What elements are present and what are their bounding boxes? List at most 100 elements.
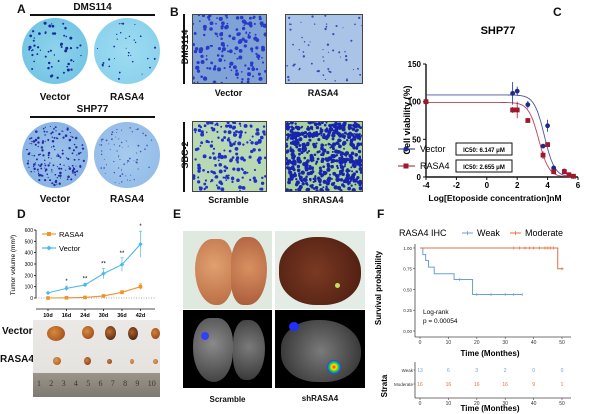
y-tick-label: 300 (25, 262, 34, 268)
legend-rasa4-marker (47, 232, 51, 236)
data-point (545, 123, 550, 129)
data-point (514, 88, 520, 94)
data-point (540, 152, 546, 158)
y-tick-label: 400 (25, 251, 34, 257)
panel-label-a: A (17, 2, 26, 16)
data-point (119, 262, 125, 267)
x-tick-label: 4 (545, 181, 550, 190)
lung-lobe (195, 239, 233, 305)
risk-table-ylabel: Strata (380, 374, 389, 397)
colony-dish-dms114-vector (22, 18, 88, 84)
panel-label-f: F (377, 207, 385, 221)
y-tick-label: 0.75 (403, 267, 412, 272)
p-value: p = 0.00054 (423, 318, 458, 325)
fit-curve-vector (426, 94, 575, 178)
y-tick-label: 500 (25, 239, 34, 245)
ic50-box-rasa4 (455, 159, 513, 173)
migration-image-dms114-vector (192, 14, 267, 84)
y-tick-label: 100 (408, 98, 422, 107)
ruler-number: 5 (86, 379, 91, 388)
y-tick-label: 100 (25, 285, 34, 291)
x-tick-label: 10d (43, 313, 52, 319)
x-tick-label: 30d (99, 313, 108, 319)
lung-photo-shrasa4 (275, 231, 365, 309)
risk-table-xlabel: Time (Monthes) (461, 404, 520, 413)
legend-vector-marker (403, 146, 409, 152)
x-tick-label: -4 (422, 181, 430, 190)
x-tick-label: 30 (502, 340, 508, 346)
legend: RASA4 IHC Weak Moderate (399, 228, 563, 238)
tumor (107, 359, 112, 364)
lung-lobe (233, 320, 265, 380)
chart-d-tumor-volume: Tumor volume (mm³) 0 100 200 300 400 500 600 10… (10, 224, 155, 319)
panel-label-d: D (17, 207, 26, 221)
image-label: Scramble (209, 395, 246, 404)
risk-count: 0 (561, 368, 564, 374)
y-tick-label: 0.00 (403, 329, 412, 334)
legend-title: RASA4 IHC (399, 228, 447, 238)
tumor (130, 359, 134, 364)
legend: RASA4 Vector (42, 230, 84, 253)
data-point (120, 290, 124, 295)
x-tick-label: 10 (446, 340, 452, 346)
tumor-photo: 1 2 3 4 5 6 7 8 9 10 (33, 320, 160, 397)
data-point (525, 118, 531, 123)
ic50-vector: IC50: 6.147 μM (463, 148, 505, 154)
chart-c-dose-response: SHP77 Cell viability (%) Log[Etoposide c… (398, 25, 581, 203)
series-line-vector (47, 243, 141, 294)
data-point (525, 102, 531, 108)
panel-label-b: B (170, 5, 179, 19)
y-tick-label: 0.25 (403, 308, 412, 313)
data-point (540, 143, 546, 149)
tumor (153, 359, 158, 364)
legend-vector-label: Vector (59, 244, 81, 253)
data-point (514, 107, 520, 113)
legend-moderate-label: Moderate (525, 228, 563, 238)
significance-marker: ** (83, 276, 88, 282)
x-tick-label: 6 (576, 181, 581, 190)
x-tick-label: 36d (117, 313, 126, 319)
lung-photo-scramble (183, 231, 272, 309)
data-point (45, 290, 51, 296)
data-point (101, 294, 106, 298)
data-point (510, 107, 516, 113)
lung-lobe (193, 318, 233, 382)
series-line-rasa4 (47, 286, 141, 299)
cell-line-label-shp77: SHP77 (76, 104, 109, 115)
risk-row-label: Weak (402, 368, 414, 373)
x-tick-label: 20 (474, 340, 480, 346)
chart-title: SHP77 (481, 25, 516, 37)
survival-curve-weak (420, 247, 523, 295)
data-point (138, 241, 143, 247)
image-label: shRASA4 (302, 195, 344, 205)
data-point (101, 271, 106, 276)
lung-lobe (231, 237, 267, 305)
dish-label: Vector (39, 194, 71, 205)
data-point (46, 296, 50, 300)
dish-label: RASA4 (110, 194, 144, 205)
luminescence-signal (201, 332, 209, 340)
ruler-number: 7 (110, 379, 115, 388)
migration-image-sbc2-scramble (192, 121, 267, 192)
risk-count: 16 (502, 382, 508, 388)
significance-marker: * (65, 279, 68, 285)
panel-label-e: E (173, 207, 182, 221)
x-tick-label: 40 (531, 340, 537, 346)
y-tick-label: 200 (25, 273, 34, 279)
data-point (82, 282, 88, 288)
y-tick-label: 150 (408, 60, 422, 69)
y-tick-label: 50 (412, 135, 421, 144)
survival-curve-moderate (420, 247, 564, 270)
data-point (551, 165, 557, 171)
x-tick-label: 42d (136, 313, 145, 319)
data-point (561, 169, 567, 175)
risk-count: 9 (532, 382, 535, 388)
legend-vector-label: Vector (420, 144, 446, 154)
risk-x-tick-label: 20 (474, 401, 480, 407)
ruler-number: 10 (147, 379, 156, 388)
colony-dish-shp77-rasa4 (94, 122, 160, 188)
x-tick-label: 24d (80, 313, 89, 319)
data-point (571, 173, 576, 179)
tumor (47, 326, 65, 341)
image-label: RASA4 (307, 88, 339, 98)
